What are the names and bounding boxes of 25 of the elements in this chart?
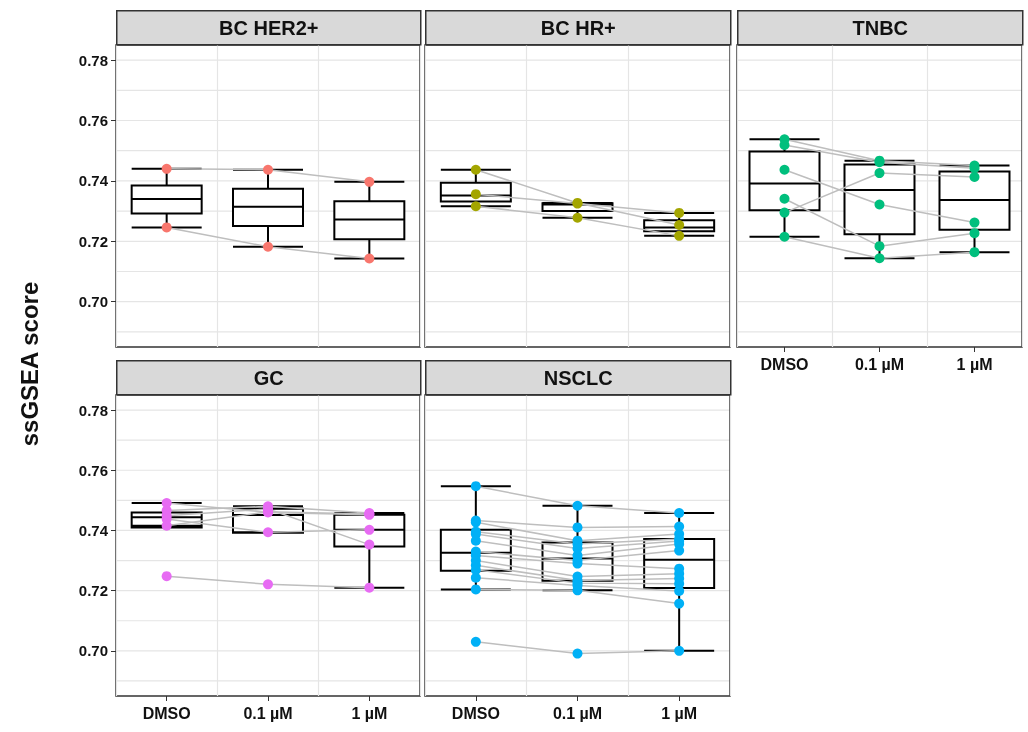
x-tick-label: 1 µM — [661, 704, 698, 722]
y-tick-label: 0.70 — [78, 642, 108, 660]
x-tick-label: 0.1 µM — [243, 704, 293, 722]
chart-title: TNBC — [852, 16, 909, 39]
chart-title: GC — [253, 366, 284, 389]
x-tick-label: DMSO — [142, 704, 191, 722]
chart-title: NSCLC — [543, 366, 613, 389]
x-tick-label: 1 µM — [956, 355, 993, 373]
y-tick-label: 0.76 — [78, 112, 108, 129]
y-tick-label: 0.72 — [78, 582, 108, 600]
y-tick-label: 0.70 — [78, 293, 108, 311]
y-axis-title: ssGSEA score — [16, 280, 44, 449]
x-tick-label: DMSO — [451, 704, 500, 722]
x-tick-label: DMSO — [760, 355, 809, 373]
y-tick-label: 0.78 — [78, 51, 108, 69]
y-tick-label: 0.74 — [78, 172, 109, 190]
chart-title: BC HR+ — [540, 16, 616, 39]
x-tick-label: 0.1 µM — [552, 704, 603, 722]
y-tick-label: 0.72 — [78, 232, 108, 250]
y-tick-label: 0.76 — [78, 461, 108, 479]
chart-title: BC HER2+ — [219, 16, 319, 39]
x-tick-label: 0.1 µM — [854, 355, 905, 373]
x-tick-label: 1 µM — [351, 704, 388, 722]
y-tick-label: 0.78 — [78, 401, 108, 419]
y-tick-label: 0.74 — [78, 521, 109, 539]
